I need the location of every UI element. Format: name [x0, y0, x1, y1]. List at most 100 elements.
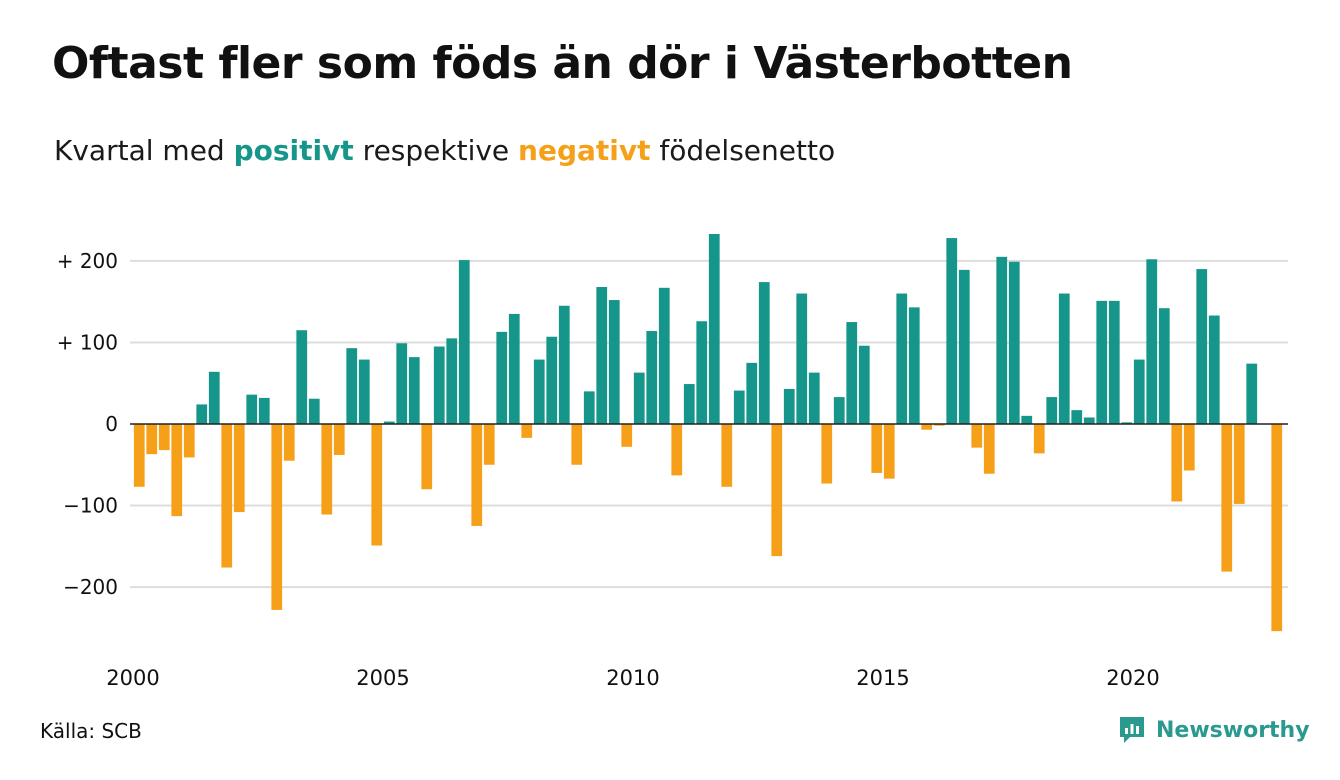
- bar-positive: [396, 343, 408, 424]
- bar-positive: [446, 338, 458, 424]
- bar-positive: [258, 397, 270, 424]
- bar-negative: [821, 424, 833, 484]
- bar-positive: [533, 359, 545, 424]
- bar-positive: [408, 357, 420, 424]
- bar-positive: [358, 359, 370, 424]
- subtitle-negative-word: negativt: [518, 134, 651, 167]
- chart-subtitle: Kvartal med positivt respektive negativt…: [54, 134, 835, 167]
- bar-negative: [1033, 424, 1045, 454]
- bar-negative: [521, 424, 533, 438]
- y-tick-label: + 200: [57, 249, 118, 273]
- bar-positive: [1196, 269, 1208, 424]
- bar-positive: [458, 260, 470, 424]
- x-tick-label: 2015: [856, 666, 909, 690]
- bar-positive: [1046, 397, 1058, 424]
- x-axis-ticks: 2000 2005 2010 2015 2020: [106, 666, 1159, 690]
- bar-positive: [783, 388, 795, 424]
- bar-negative: [921, 424, 933, 430]
- bar-positive: [808, 372, 820, 424]
- bar-positive: [596, 287, 608, 424]
- bar-negative: [271, 424, 283, 610]
- bar-negative: [371, 424, 383, 546]
- bar-positive: [433, 346, 445, 424]
- newsworthy-logo-icon: [1120, 717, 1144, 743]
- bar-negative: [983, 424, 995, 474]
- x-tick-label: 2020: [1106, 666, 1159, 690]
- bar-negative: [133, 424, 145, 487]
- bar-positive: [858, 345, 870, 424]
- bar-positive: [1008, 261, 1020, 424]
- bar-positive: [196, 404, 208, 424]
- bar-positive: [346, 348, 358, 424]
- bar-negative: [971, 424, 983, 448]
- bar-positive: [896, 293, 908, 424]
- bar-negative: [483, 424, 495, 465]
- brand-name: Newsworthy: [1156, 717, 1310, 743]
- x-tick-label: 2000: [106, 666, 159, 690]
- bar-positive: [1096, 300, 1108, 424]
- bar-negative: [183, 424, 195, 458]
- bar-negative: [421, 424, 433, 490]
- bar-positive: [796, 293, 808, 424]
- bar-negative: [933, 424, 945, 426]
- bar-negative: [1221, 424, 1233, 572]
- bar-positive: [633, 372, 645, 424]
- subtitle-text-start: Kvartal med: [54, 134, 234, 167]
- y-axis-ticks: + 200 + 100 0 −100 −200: [57, 249, 118, 599]
- y-tick-label: −100: [63, 494, 118, 518]
- x-tick-label: 2005: [356, 666, 409, 690]
- bar-negative: [221, 424, 233, 568]
- bar-negative: [471, 424, 483, 526]
- bar-positive: [1071, 410, 1083, 424]
- bar-positive: [1021, 415, 1033, 424]
- bar-positive: [1158, 308, 1170, 424]
- bar-positive: [208, 371, 220, 424]
- bar-negative: [158, 424, 170, 451]
- bar-negative: [671, 424, 683, 476]
- subtitle-positive-word: positivt: [233, 134, 354, 167]
- bar-positive: [546, 336, 558, 424]
- bar-positive: [508, 313, 520, 424]
- bar-negative: [1183, 424, 1195, 471]
- chart-title: Oftast fler som föds än dör i Västerbott…: [52, 38, 1073, 89]
- bar-positive: [1208, 315, 1220, 424]
- bar-negative: [1233, 424, 1245, 504]
- bar-positive: [558, 305, 570, 424]
- brand-logo[interactable]: Newsworthy: [1118, 714, 1310, 746]
- bar-positive: [683, 384, 695, 424]
- bar-negative: [283, 424, 295, 461]
- bars: [133, 233, 1283, 632]
- bar-negative: [571, 424, 583, 465]
- bar-negative: [621, 424, 633, 447]
- bar-positive: [1146, 259, 1158, 424]
- x-tick-label: 2010: [606, 666, 659, 690]
- bar-positive: [1083, 417, 1095, 424]
- y-tick-label: −200: [63, 575, 118, 599]
- bar-positive: [383, 421, 395, 424]
- bar-positive: [496, 331, 508, 424]
- bar-positive: [733, 390, 745, 424]
- bar-positive: [246, 394, 258, 424]
- bar-positive: [908, 307, 920, 424]
- bar-chart: + 200 + 100 0 −100 −200 2000 2005 2010 2015 2020: [57, 233, 1288, 690]
- bar-positive: [1108, 300, 1120, 424]
- bar-positive: [958, 269, 970, 424]
- bar-positive: [758, 282, 770, 424]
- bar-negative: [883, 424, 895, 479]
- bar-positive: [696, 321, 708, 424]
- bar-positive: [1121, 422, 1133, 424]
- bar-positive: [1058, 293, 1070, 424]
- source-note: Källa: SCB: [40, 719, 142, 743]
- bar-positive: [996, 256, 1008, 424]
- bar-positive: [846, 322, 858, 424]
- y-tick-label: 0: [105, 412, 118, 436]
- bar-positive: [1246, 363, 1258, 424]
- bar-positive: [296, 330, 308, 424]
- bar-negative: [171, 424, 183, 517]
- bar-negative: [321, 424, 333, 515]
- bar-negative: [1171, 424, 1183, 502]
- bar-negative: [1271, 424, 1283, 632]
- bar-positive: [658, 287, 670, 424]
- bar-negative: [333, 424, 345, 455]
- bar-negative: [146, 424, 158, 455]
